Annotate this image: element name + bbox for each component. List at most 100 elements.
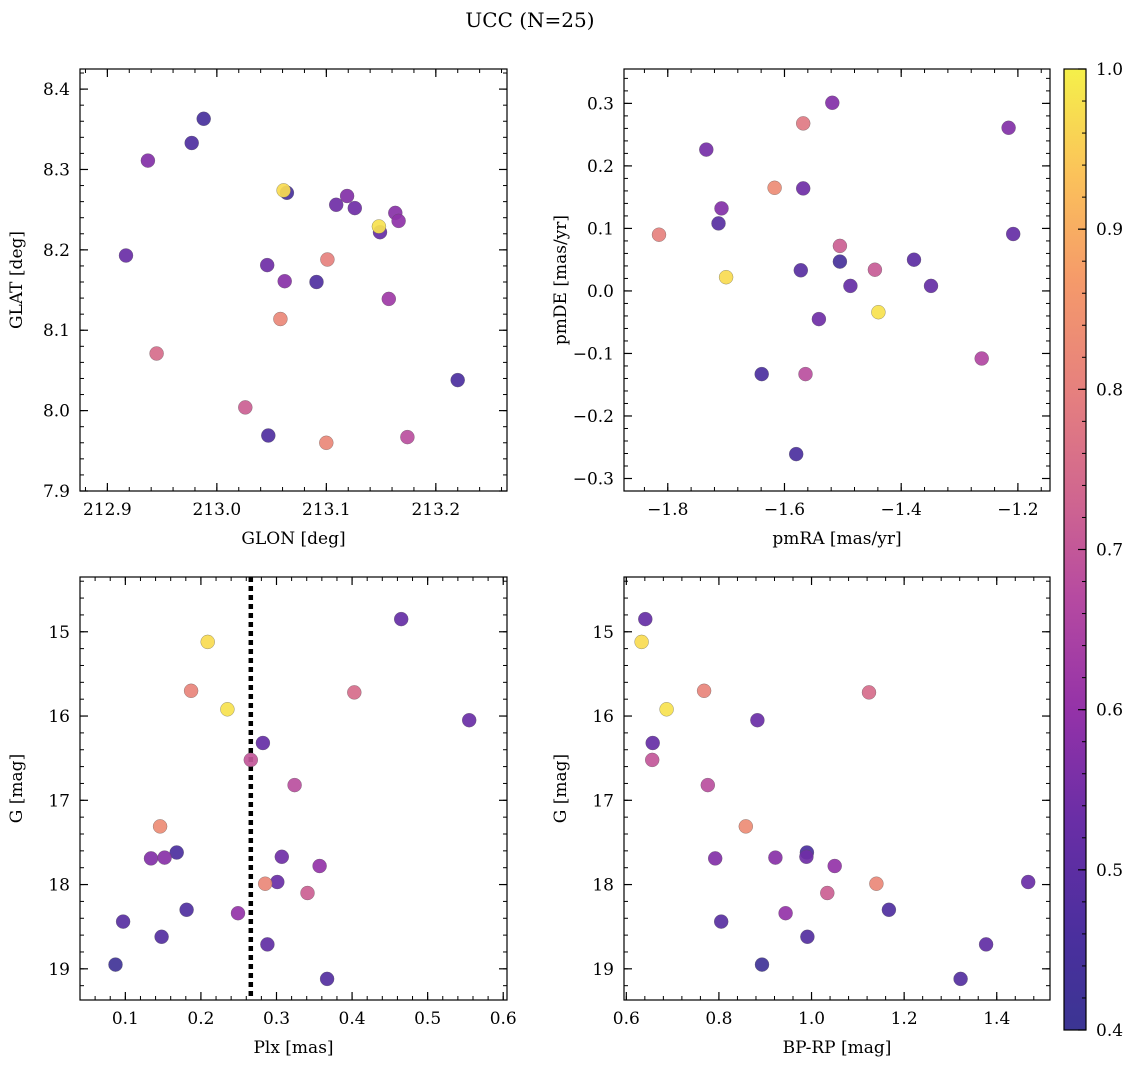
y-tick-label: 7.9 (43, 482, 70, 502)
data-point (319, 435, 334, 451)
data-point (843, 278, 858, 294)
data-point (276, 183, 291, 198)
x-tick-label: −1.6 (764, 500, 805, 520)
colorbar: 0.4 0.5 0.6 0.7 0.8 0.9 1.0 (1063, 60, 1123, 1041)
data-point (923, 278, 939, 294)
data-point (738, 819, 754, 834)
data-point (347, 685, 362, 700)
y-tick-label: 8.0 (43, 402, 70, 422)
y-tick-label: 19 (592, 960, 614, 980)
data-point (795, 181, 811, 196)
data-point (400, 429, 415, 445)
data-point (108, 957, 123, 972)
data-point (238, 400, 253, 415)
x-tick-label: 1.2 (891, 1009, 918, 1029)
data-point (309, 274, 324, 290)
x-tick-label: −1.8 (647, 500, 688, 520)
axes-frame (623, 68, 1051, 492)
colorbar-tick-label: 0.7 (1096, 541, 1123, 561)
data-point (906, 252, 922, 267)
data-point (832, 238, 848, 254)
data-point (393, 611, 409, 627)
y-tick-label: 18 (592, 876, 614, 896)
data-point (1005, 226, 1021, 242)
x-axis-label: pmRA [mas/yr] (772, 529, 901, 549)
data-point (714, 201, 729, 216)
x-tick-label: 0.5 (414, 1009, 441, 1029)
x-tick-label: 213.2 (411, 500, 460, 520)
data-point (461, 712, 477, 728)
data-point (220, 702, 235, 717)
data-point (861, 685, 877, 700)
data-point (651, 227, 667, 242)
x-tick-label: 0.2 (187, 1009, 214, 1029)
minor-ticks (624, 577, 1050, 1000)
y-axis-label: pmDE [mas/yr] (551, 215, 571, 345)
y-tick-label: 18 (48, 876, 70, 896)
data-point (788, 446, 804, 462)
data-point (659, 702, 674, 717)
x-tick-label: 1.0 (798, 1009, 825, 1029)
data-point (754, 957, 770, 972)
data-point (754, 366, 769, 382)
data-point (371, 219, 387, 234)
data-point (793, 263, 809, 278)
data-point (827, 858, 842, 874)
data-point (149, 346, 164, 361)
points (651, 95, 1021, 462)
y-tick-label: 15 (48, 623, 70, 643)
data-point (312, 858, 327, 874)
data-point (832, 254, 848, 269)
y-tick-label: 8.4 (43, 80, 70, 100)
data-point (274, 849, 290, 865)
data-point (260, 937, 275, 952)
x-axis-label: Plx [mas] (253, 1038, 333, 1058)
data-point (767, 180, 782, 196)
data-point (381, 291, 397, 307)
data-point (881, 902, 897, 918)
y-tick-label: 16 (592, 707, 614, 727)
x-tick-label: 0.3 (263, 1009, 290, 1029)
data-point (644, 752, 660, 768)
data-point (795, 116, 811, 131)
data-point (711, 216, 726, 231)
data-point (750, 712, 765, 728)
points (634, 611, 1036, 987)
data-point (183, 683, 199, 699)
data-point (270, 874, 285, 890)
data-point (287, 777, 302, 793)
data-point (118, 248, 134, 263)
axes-frame (79, 576, 508, 1001)
y-tick-label: −0.1 (573, 344, 614, 364)
y-tick-label: 16 (48, 707, 70, 727)
data-point (261, 428, 276, 443)
data-point (768, 850, 783, 865)
data-point (798, 366, 813, 382)
data-point (450, 372, 465, 388)
data-point (243, 752, 259, 768)
colorbar-tick-label: 0.5 (1096, 861, 1123, 881)
minor-ticks (80, 69, 507, 492)
x-tick-label: 0.4 (339, 1009, 366, 1029)
axes-frame (79, 68, 508, 492)
y-tick-label: 19 (48, 960, 70, 980)
data-point (157, 850, 172, 865)
figure-title: UCC (N=25) (465, 8, 595, 32)
data-point (143, 851, 159, 866)
colorbar-tick-label: 0.8 (1096, 380, 1123, 400)
y-tick-label: 0.1 (587, 219, 614, 239)
y-tick-label: −0.3 (573, 469, 614, 489)
axes-frame (623, 576, 1051, 1001)
y-tick-label: 17 (48, 791, 70, 811)
data-point (184, 135, 199, 151)
data-point (820, 885, 835, 901)
data-point (257, 876, 273, 891)
data-point (277, 273, 292, 289)
x-axis-label: BP-RP [mag] (783, 1038, 892, 1058)
data-point (871, 304, 886, 320)
data-point (778, 905, 793, 921)
data-point (300, 885, 315, 901)
data-point (825, 95, 840, 111)
panels: 212.9 213.0 213.1 213.2 7.9 8.0 8.1 8.2 8.3 8.4 GL… (7, 68, 1051, 1058)
